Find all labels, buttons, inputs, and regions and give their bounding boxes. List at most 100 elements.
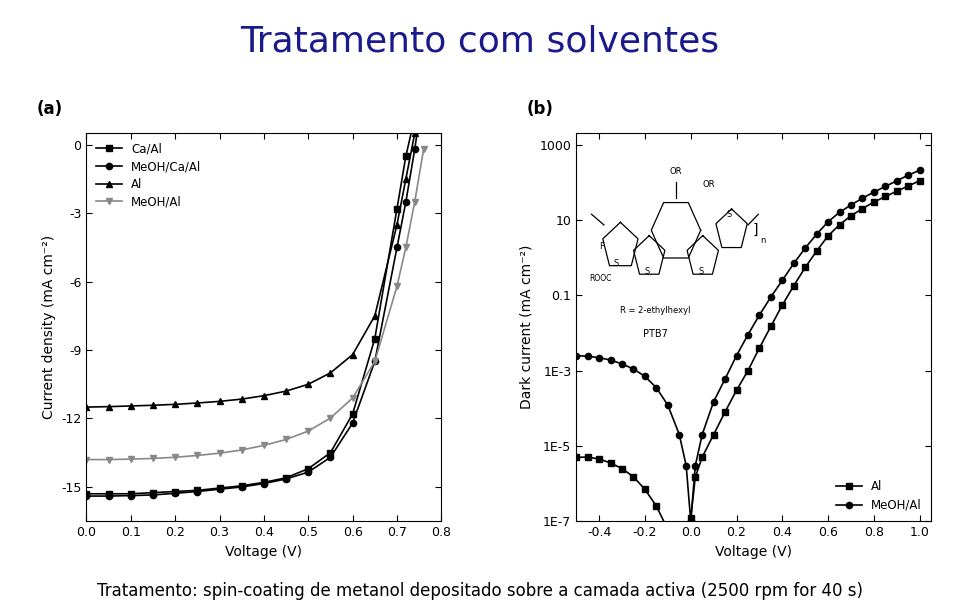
MeOH/Al xyxy=(685,518,697,525)
Al xyxy=(879,193,891,200)
Y-axis label: Current density (mA cm⁻²): Current density (mA cm⁻²) xyxy=(41,235,56,419)
MeOH/Al xyxy=(731,352,742,359)
Ca/Al xyxy=(280,474,292,481)
Al xyxy=(605,459,616,467)
MeOH/Al xyxy=(214,450,226,457)
MeOH/Al xyxy=(400,244,412,251)
MeOH/Al xyxy=(628,365,639,373)
MeOH/Ca/Al xyxy=(302,468,314,476)
MeOH/Al xyxy=(409,198,420,205)
MeOH/Al xyxy=(582,353,593,360)
MeOH/Ca/Al xyxy=(258,480,270,487)
Al xyxy=(823,232,834,239)
MeOH/Al xyxy=(742,331,754,338)
Al xyxy=(103,403,114,410)
Al xyxy=(856,205,868,212)
Ca/Al xyxy=(347,410,358,418)
MeOH/Al xyxy=(258,442,270,449)
MeOH/Al xyxy=(914,167,925,174)
MeOH/Ca/Al xyxy=(400,198,412,205)
MeOH/Al xyxy=(280,436,292,443)
Al xyxy=(258,392,270,399)
Line: Al: Al xyxy=(573,178,923,559)
MeOH/Al xyxy=(754,311,765,319)
Line: MeOH/Al: MeOH/Al xyxy=(573,167,923,524)
Ca/Al xyxy=(236,482,248,490)
Al xyxy=(788,282,800,289)
MeOH/Al xyxy=(800,244,811,251)
Al xyxy=(914,177,925,184)
Ca/Al xyxy=(409,114,420,121)
Al xyxy=(369,312,380,319)
Al xyxy=(651,502,662,510)
Line: Ca/Al: Ca/Al xyxy=(84,62,427,497)
Al xyxy=(891,188,902,195)
MeOH/Al xyxy=(823,218,834,225)
Al xyxy=(81,404,92,411)
Ca/Al xyxy=(103,490,114,498)
MeOH/Al xyxy=(856,195,868,202)
MeOH/Ca/Al xyxy=(392,244,403,251)
Al xyxy=(868,198,879,205)
Al xyxy=(418,73,429,80)
MeOH/Ca/Al xyxy=(418,84,429,92)
MeOH/Al xyxy=(902,171,914,179)
MeOH/Al xyxy=(236,447,248,454)
Al xyxy=(409,130,420,137)
Al xyxy=(392,221,403,228)
MeOH/Al xyxy=(674,431,685,438)
MeOH/Al xyxy=(846,201,857,208)
MeOH/Al xyxy=(696,431,708,438)
Al xyxy=(593,455,605,462)
MeOH/Al xyxy=(777,276,788,284)
Al xyxy=(800,264,811,271)
MeOH/Ca/Al xyxy=(125,492,136,499)
MeOH/Al xyxy=(616,361,628,368)
Al xyxy=(731,387,742,394)
Text: Tratamento: spin-coating de metanol depositado sobre a camada activa (2500 rpm f: Tratamento: spin-coating de metanol depo… xyxy=(97,582,863,600)
Al xyxy=(400,175,412,182)
MeOH/Ca/Al xyxy=(347,419,358,427)
Ca/Al xyxy=(147,489,158,496)
MeOH/Al xyxy=(147,454,158,462)
MeOH/Al xyxy=(593,354,605,361)
Al xyxy=(570,453,582,461)
MeOH/Al xyxy=(324,415,336,422)
Al xyxy=(685,514,697,522)
Text: (b): (b) xyxy=(526,100,553,118)
Al xyxy=(662,526,674,533)
MeOH/Al xyxy=(302,427,314,435)
MeOH/Ca/Al xyxy=(324,454,336,461)
Line: Al: Al xyxy=(84,73,427,410)
MeOH/Al xyxy=(879,183,891,190)
MeOH/Al xyxy=(369,358,380,365)
Ca/Al xyxy=(324,449,336,456)
MeOH/Al xyxy=(347,395,358,402)
MeOH/Al xyxy=(192,452,204,459)
MeOH/Ca/Al xyxy=(192,488,204,495)
MeOH/Ca/Al xyxy=(409,145,420,153)
Al xyxy=(754,344,765,351)
Al xyxy=(302,381,314,388)
MeOH/Al xyxy=(788,260,800,267)
MeOH/Al xyxy=(418,145,429,153)
Ca/Al xyxy=(214,484,226,491)
MeOH/Al xyxy=(651,384,662,391)
MeOH/Al xyxy=(103,456,114,463)
Al xyxy=(742,367,754,374)
Al xyxy=(811,247,823,255)
MeOH/Al xyxy=(811,230,823,238)
Ca/Al xyxy=(369,335,380,342)
MeOH/Al xyxy=(169,454,180,461)
Al xyxy=(324,369,336,376)
MeOH/Al xyxy=(392,282,403,290)
Ca/Al xyxy=(192,487,204,494)
MeOH/Ca/Al xyxy=(81,493,92,500)
Al xyxy=(674,552,685,559)
Al xyxy=(719,408,731,416)
Al xyxy=(696,453,708,461)
Y-axis label: Dark current (mA cm⁻²): Dark current (mA cm⁻²) xyxy=(520,245,534,410)
Al xyxy=(689,473,701,481)
MeOH/Ca/Al xyxy=(169,490,180,497)
Al xyxy=(902,182,914,190)
